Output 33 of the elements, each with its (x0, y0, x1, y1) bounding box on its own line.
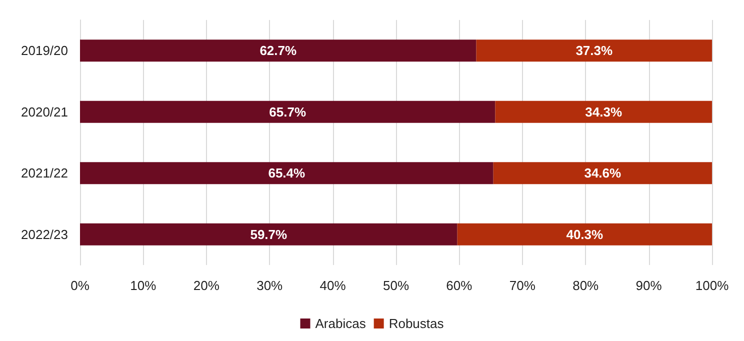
x-tick-label: 0% (70, 278, 90, 293)
x-tick-label: 70% (509, 278, 536, 293)
bar (80, 40, 476, 62)
data-label: 40.3% (566, 226, 604, 242)
x-tick-label: 20% (193, 278, 220, 293)
data-label: 62.7% (260, 43, 297, 58)
y-tick-label: 2020/21 (21, 104, 68, 120)
x-tick-label: 80% (572, 278, 600, 293)
data-label: 34.3% (585, 104, 622, 120)
bar (80, 162, 494, 184)
bar (495, 100, 712, 123)
x-tick-label: 90% (636, 278, 662, 293)
data-label: 59.7% (250, 226, 288, 242)
y-tick-label: 2022/23 (21, 226, 68, 242)
data-label: 65.7% (269, 104, 306, 120)
x-tick-label: 30% (256, 278, 284, 293)
bar (80, 223, 458, 246)
data-label: 65.4% (268, 166, 306, 181)
y-tick-label: 2021/22 (21, 166, 68, 181)
legend-label: Arabicas (315, 316, 366, 331)
bar (476, 40, 712, 62)
x-tick-label: 60% (446, 278, 473, 293)
data-label: 37.3% (576, 43, 613, 58)
x-tick-label: 10% (130, 278, 157, 293)
x-tick-label: 40% (320, 278, 346, 293)
legend-label: Robustas (388, 316, 444, 331)
bar (457, 223, 712, 246)
y-tick-label: 2019/20 (21, 43, 68, 58)
x-tick-label: 50% (382, 278, 410, 293)
bar (80, 100, 496, 123)
data-label: 34.6% (584, 166, 622, 181)
bar (493, 162, 712, 184)
x-tick-label: 100% (695, 278, 730, 293)
